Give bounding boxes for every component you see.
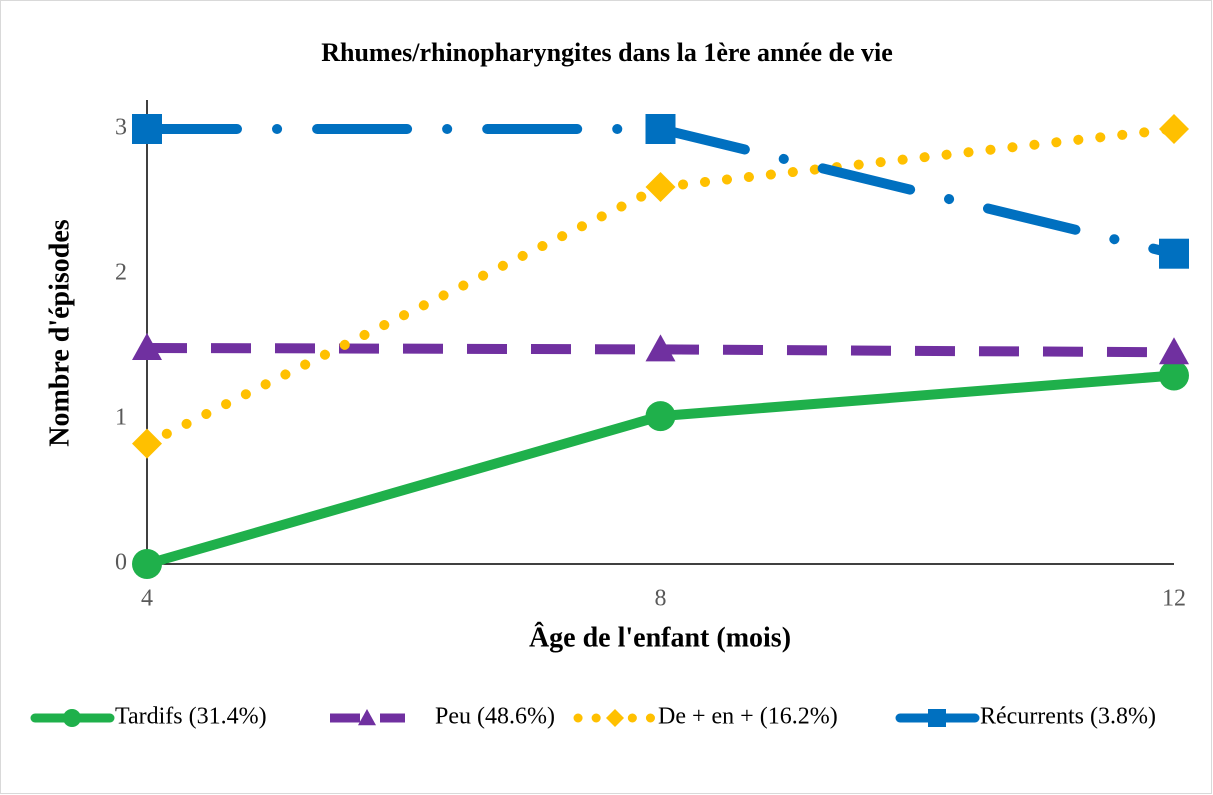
legend-marker	[63, 709, 81, 727]
y-tick-label: 0	[115, 550, 127, 576]
legend-marker	[606, 709, 624, 727]
x-tick-label: 8	[655, 586, 667, 612]
legend-label: Peu (48.6%)	[435, 704, 555, 730]
point	[1159, 360, 1189, 391]
point	[1159, 337, 1189, 365]
legend-label: Tardifs (31.4%)	[115, 704, 267, 730]
x-axis-label: Âge de l'enfant (mois)	[529, 622, 791, 653]
point	[132, 114, 162, 144]
y-tick-label: 3	[115, 115, 127, 141]
point	[645, 114, 676, 144]
legend-label: Récurrents (3.8%)	[980, 704, 1156, 730]
point	[132, 549, 162, 579]
point	[645, 334, 676, 362]
y-tick-label: 1	[115, 405, 127, 431]
point	[645, 172, 676, 202]
point	[132, 428, 162, 459]
x-tick-label: 4	[141, 586, 153, 612]
point	[645, 401, 676, 432]
y-tick-label: 2	[115, 260, 127, 286]
chart-title: Rhumes/rhinopharyngites dans la 1ère ann…	[321, 38, 893, 67]
legend-marker	[358, 709, 376, 726]
y-axis-label: Nombre d'épisodes	[44, 219, 75, 446]
point	[1159, 114, 1189, 144]
legend-marker	[928, 709, 946, 727]
x-tick-label: 12	[1162, 586, 1186, 612]
legend-label: De + en + (16.2%)	[658, 704, 838, 730]
point	[132, 332, 162, 360]
point	[1159, 238, 1189, 269]
